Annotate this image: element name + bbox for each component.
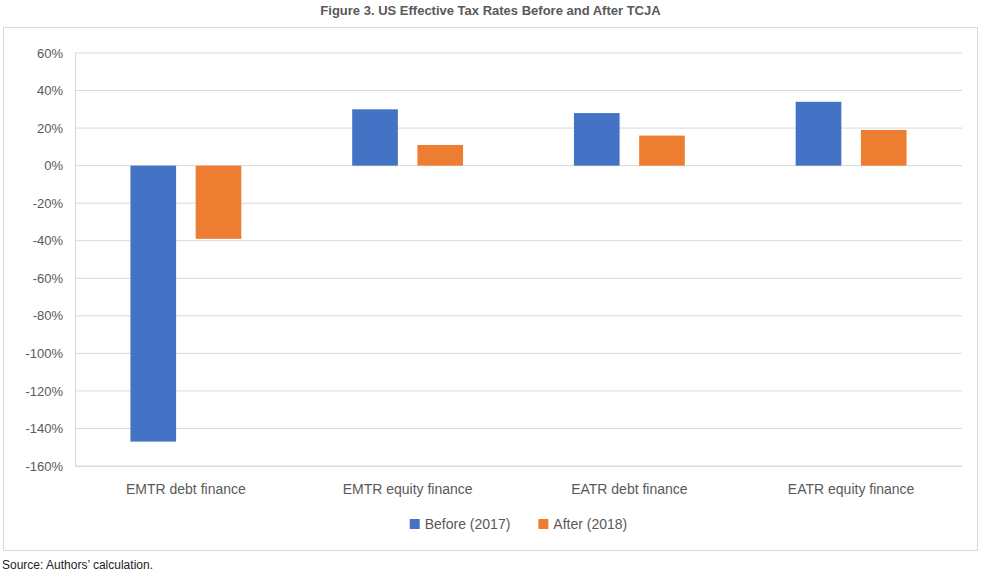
x-axis: EMTR debt finance EMTR equity finance EATR… <box>76 466 963 497</box>
y-tick: -20% <box>33 196 75 211</box>
y-tick-label: -120% <box>25 384 63 399</box>
grid-line <box>75 240 962 241</box>
bar <box>861 130 907 166</box>
grid-line <box>75 90 962 91</box>
grid-line <box>75 353 962 354</box>
chart: Figure 3. US Effective Tax Rates Before … <box>0 0 981 577</box>
y-tick-label: -20% <box>33 196 64 211</box>
x-tick: EATR equity finance <box>788 466 915 497</box>
y-tick: -60% <box>33 271 75 286</box>
grid-line <box>75 53 962 54</box>
y-axis: -160% -140% -120% -100% -80% -60% -40% -20% 0% 20… <box>25 46 75 474</box>
y-tick-label: -160% <box>25 459 63 474</box>
y-tick: 60% <box>37 46 75 61</box>
chart-title: Figure 3. US Effective Tax Rates Before … <box>320 3 661 18</box>
x-tick-label: EMTR debt finance <box>126 481 246 497</box>
y-tick-label: -80% <box>33 308 64 323</box>
y-tick-label: -40% <box>33 233 64 248</box>
source-note: Source: Authors’ calculation. <box>2 558 153 572</box>
x-axis-line <box>76 466 963 467</box>
grid-line <box>75 390 962 391</box>
chart-frame <box>4 28 978 551</box>
legend: Before (2017) After (2018) <box>410 516 628 532</box>
x-tick-label: EATR equity finance <box>788 481 915 497</box>
y-tick: -120% <box>25 384 75 399</box>
legend-swatch <box>410 519 420 529</box>
y-tick-label: 0% <box>44 158 63 173</box>
bar <box>796 102 842 166</box>
y-tick: -100% <box>25 346 75 361</box>
grid <box>75 53 962 466</box>
y-tick-label: -100% <box>25 346 63 361</box>
bars <box>130 102 906 442</box>
bar <box>574 113 620 166</box>
y-axis-line <box>75 54 76 467</box>
legend-swatch <box>538 519 548 529</box>
y-tick: -140% <box>25 421 75 436</box>
x-tick: EATR debt finance <box>571 466 688 497</box>
y-tick: 0% <box>44 158 75 173</box>
grid-line <box>75 466 962 467</box>
legend-label: Before (2017) <box>425 516 511 532</box>
grid-line <box>75 428 962 429</box>
grid-line <box>75 315 962 316</box>
legend-label: After (2018) <box>553 516 627 532</box>
x-tick: EMTR debt finance <box>126 466 246 497</box>
bar <box>196 166 242 239</box>
y-tick: 40% <box>37 83 75 98</box>
y-tick: -40% <box>33 233 75 248</box>
y-tick: -160% <box>25 459 75 474</box>
bar <box>417 145 463 166</box>
y-tick: -80% <box>33 308 75 323</box>
legend-item: After (2018) <box>538 516 627 532</box>
y-tick-label: -60% <box>33 271 64 286</box>
y-tick-label: -140% <box>25 421 63 436</box>
bar <box>352 109 398 165</box>
grid-line <box>75 278 962 279</box>
bar <box>639 136 685 166</box>
bar <box>130 166 176 442</box>
x-tick-label: EATR debt finance <box>571 481 688 497</box>
legend-item: Before (2017) <box>410 516 511 532</box>
y-tick: 20% <box>37 121 75 136</box>
x-tick-label: EMTR equity finance <box>343 481 473 497</box>
y-tick-label: 20% <box>37 121 63 136</box>
y-tick-label: 60% <box>37 46 63 61</box>
y-tick-label: 40% <box>37 83 63 98</box>
x-tick: EMTR equity finance <box>343 466 473 497</box>
